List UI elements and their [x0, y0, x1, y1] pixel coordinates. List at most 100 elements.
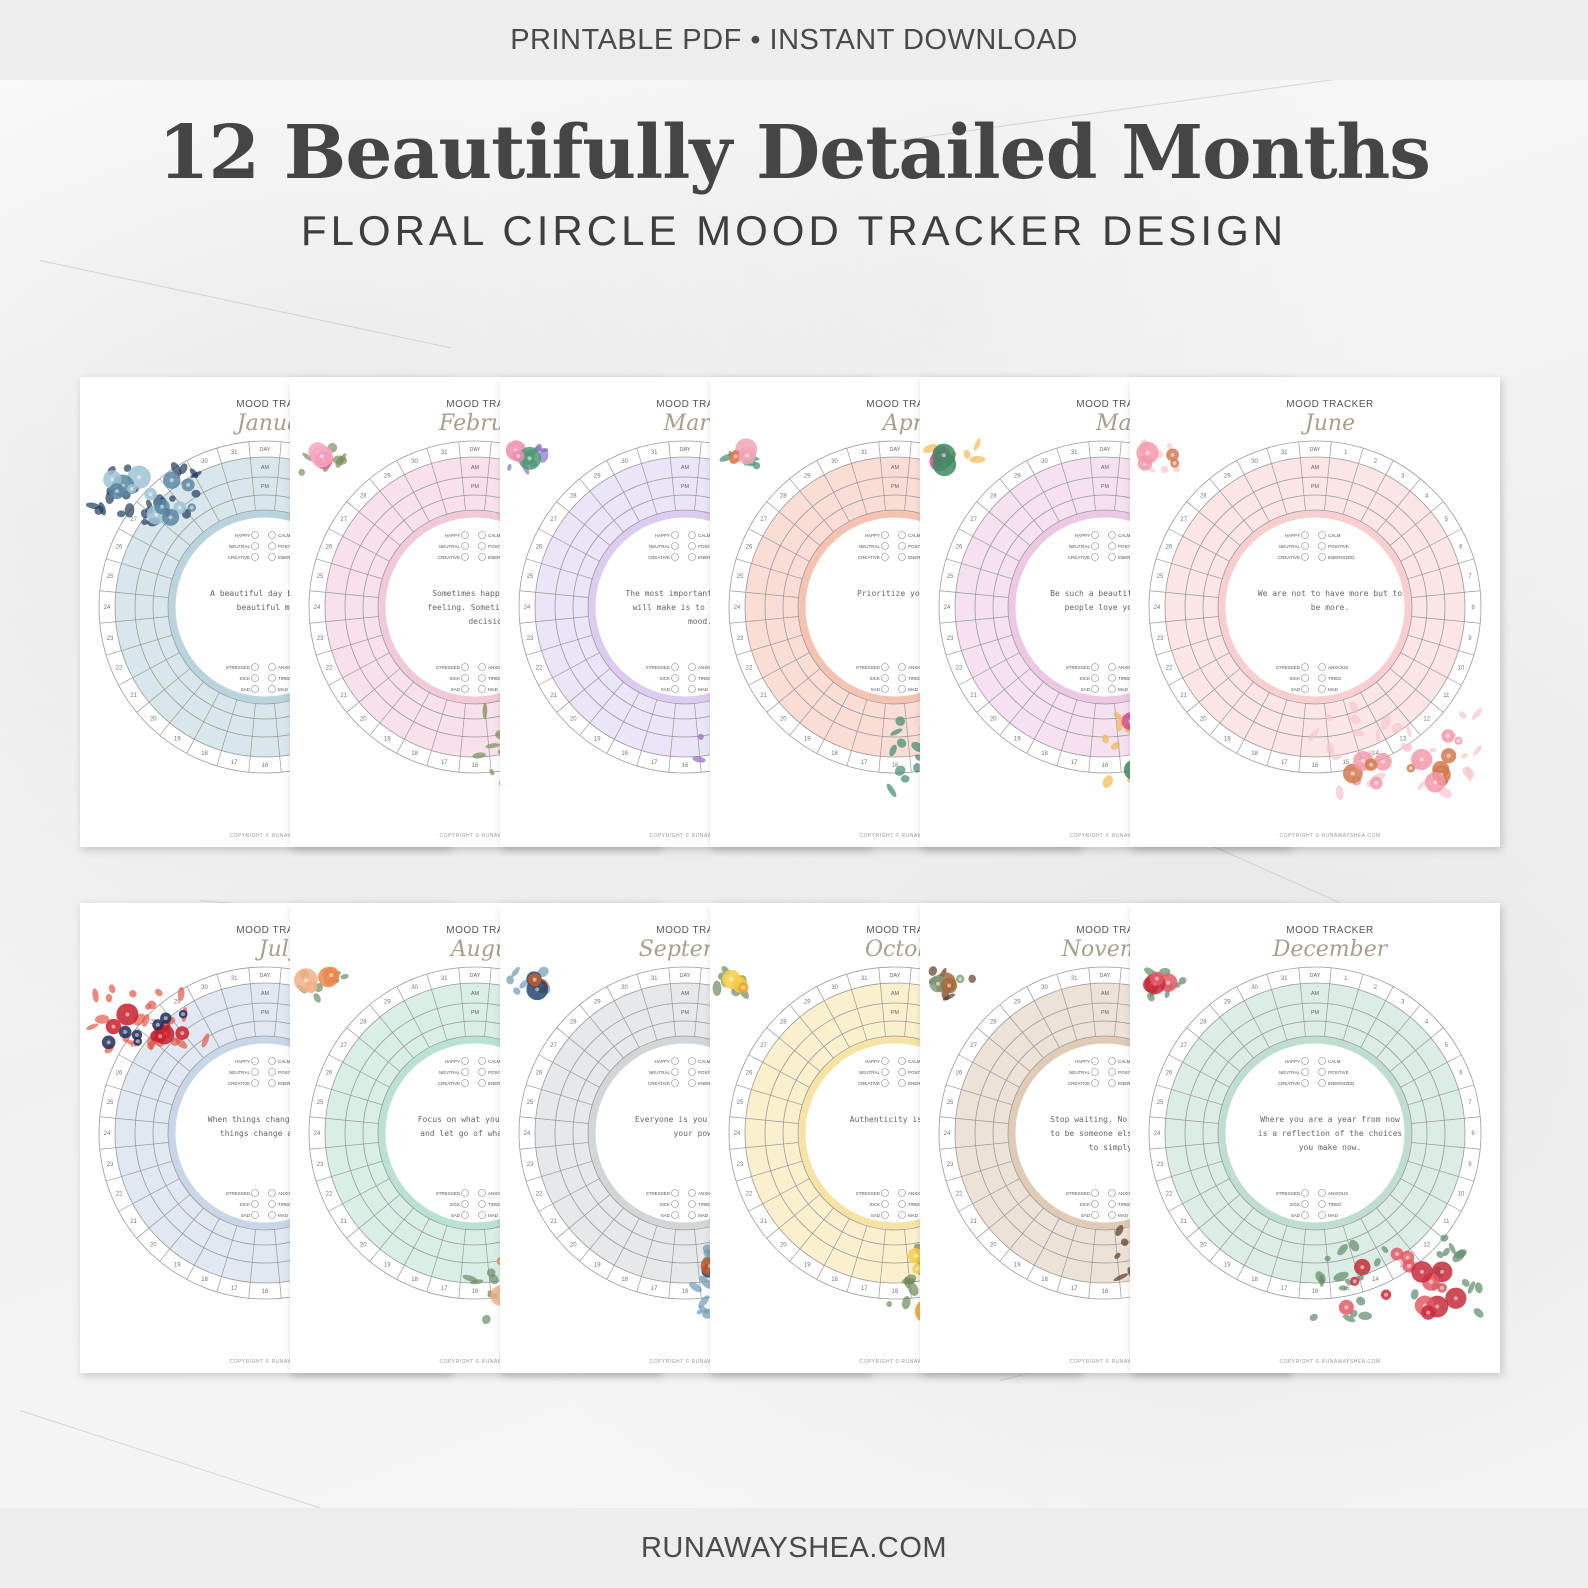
day-divider — [369, 1207, 414, 1262]
tracker-title: MOOD TRACKER — [1076, 399, 1164, 410]
am-label: AM — [891, 465, 900, 471]
day-number: 31 — [861, 976, 868, 982]
pm-label: PM — [261, 1010, 270, 1016]
am-label: AM — [471, 991, 480, 997]
day-number: 20 — [990, 1243, 997, 1249]
day-number: 21 — [340, 693, 347, 699]
day-number: 21 — [340, 1219, 347, 1225]
day-divider — [579, 1207, 624, 1262]
day-divider — [694, 441, 702, 511]
mood-bottom-checkbox — [671, 674, 679, 682]
am-label: AM — [681, 465, 690, 471]
flower-center — [123, 1030, 128, 1035]
leaf — [507, 464, 512, 471]
mood-top-checkbox — [1091, 1068, 1099, 1076]
day-number: 26 — [326, 545, 333, 551]
mood-top-label: HAPPY — [235, 1059, 250, 1064]
flower-center — [319, 454, 324, 459]
day-number: 28 — [780, 1019, 787, 1025]
day-number: 22 — [956, 665, 963, 671]
leaf — [1429, 747, 1437, 753]
mood-bottom-label: ANXIOUS — [1118, 665, 1138, 670]
mood-bottom-label: SICK — [659, 1202, 670, 1207]
mood-bottom-checkbox — [671, 663, 679, 671]
day-divider — [579, 478, 624, 533]
day-divider — [1266, 974, 1288, 1041]
mood-bottom-label: MAD — [488, 687, 499, 692]
floral-decoration — [928, 966, 976, 1001]
leaf — [519, 979, 529, 989]
leaf — [698, 1295, 710, 1308]
day-divider — [1168, 1054, 1230, 1088]
day-number: 22 — [956, 1191, 963, 1197]
day-number: 22 — [536, 665, 543, 671]
day-number: 29 — [174, 1000, 181, 1006]
day-divider — [1186, 501, 1241, 546]
flower-center — [134, 1032, 139, 1037]
day-divider — [846, 1225, 868, 1292]
day-number: 26 — [956, 1071, 963, 1077]
mood-top-label: POSITIVE — [908, 1070, 929, 1075]
mood-bottom-label: ANXIOUS — [488, 1191, 508, 1196]
mood-bottom-label: SICK — [869, 1202, 880, 1207]
mood-top-label: NEUTRAL — [229, 1070, 251, 1075]
flower-center — [1380, 759, 1385, 764]
mood-top-checkbox — [1108, 542, 1116, 550]
mood-top-label: CALM — [488, 533, 501, 538]
mood-bottom-label: SAD — [1081, 1213, 1091, 1218]
day-number: 19 — [1014, 1262, 1021, 1268]
mood-top-label: POSITIVE — [1328, 1070, 1349, 1075]
mood-top-checkbox — [1108, 1079, 1116, 1087]
flower-center — [329, 973, 334, 978]
day-divider — [216, 699, 238, 766]
pm-label: PM — [471, 484, 480, 490]
day-number: 31 — [231, 976, 238, 982]
day-number: 18 — [411, 1277, 418, 1283]
day-divider — [519, 1116, 589, 1124]
mood-bottom-checkbox — [881, 674, 889, 682]
day-number: 21 — [760, 1219, 767, 1225]
day-divider — [878, 967, 886, 1037]
day-divider — [396, 692, 430, 754]
day-divider — [1168, 1178, 1230, 1212]
mood-top-checkbox — [268, 1057, 276, 1065]
mood-bottom-checkbox — [461, 674, 469, 682]
mood-top-checkbox — [461, 1079, 469, 1087]
mood-top-checkbox — [881, 1079, 889, 1087]
mood-top-checkbox — [1301, 1057, 1309, 1065]
mood-bottom-label: SICK — [1289, 676, 1300, 681]
month-quote: Everyone is you and that is your power. — [634, 1115, 766, 1138]
day-label: DAY — [890, 447, 901, 453]
day-number: 17 — [1071, 760, 1078, 766]
day-number: 30 — [1251, 985, 1258, 991]
day-divider — [1324, 1229, 1332, 1299]
leaf — [511, 966, 520, 977]
mood-bottom-checkbox — [1301, 663, 1309, 671]
mood-top-checkbox — [1318, 531, 1326, 539]
leaf — [123, 464, 132, 472]
day-number: 27 — [340, 1043, 347, 1049]
day-divider — [1149, 1116, 1219, 1124]
mood-bottom-checkbox — [1108, 663, 1116, 671]
day-number: 20 — [150, 717, 157, 723]
day-number: 22 — [116, 665, 123, 671]
mood-top-checkbox — [251, 531, 259, 539]
day-number: 26 — [116, 545, 123, 551]
day-divider — [668, 703, 676, 773]
leaf — [908, 1282, 919, 1296]
leaf — [1373, 1258, 1381, 1267]
day-divider — [729, 1116, 799, 1124]
day-divider — [1411, 590, 1481, 598]
day-divider — [1407, 1160, 1474, 1182]
mood-top-label: POSITIVE — [698, 1070, 719, 1075]
mood-bottom-checkbox — [881, 685, 889, 693]
mood-bottom-checkbox — [461, 1211, 469, 1219]
mood-top-checkbox — [688, 542, 696, 550]
leaf — [1442, 1247, 1450, 1257]
mood-top-checkbox — [688, 1057, 696, 1065]
leaf — [692, 756, 706, 763]
day-divider — [729, 590, 799, 598]
leaf — [1113, 712, 1122, 720]
mood-top-label: CALM — [1328, 533, 1341, 538]
leaf — [1381, 1246, 1389, 1253]
